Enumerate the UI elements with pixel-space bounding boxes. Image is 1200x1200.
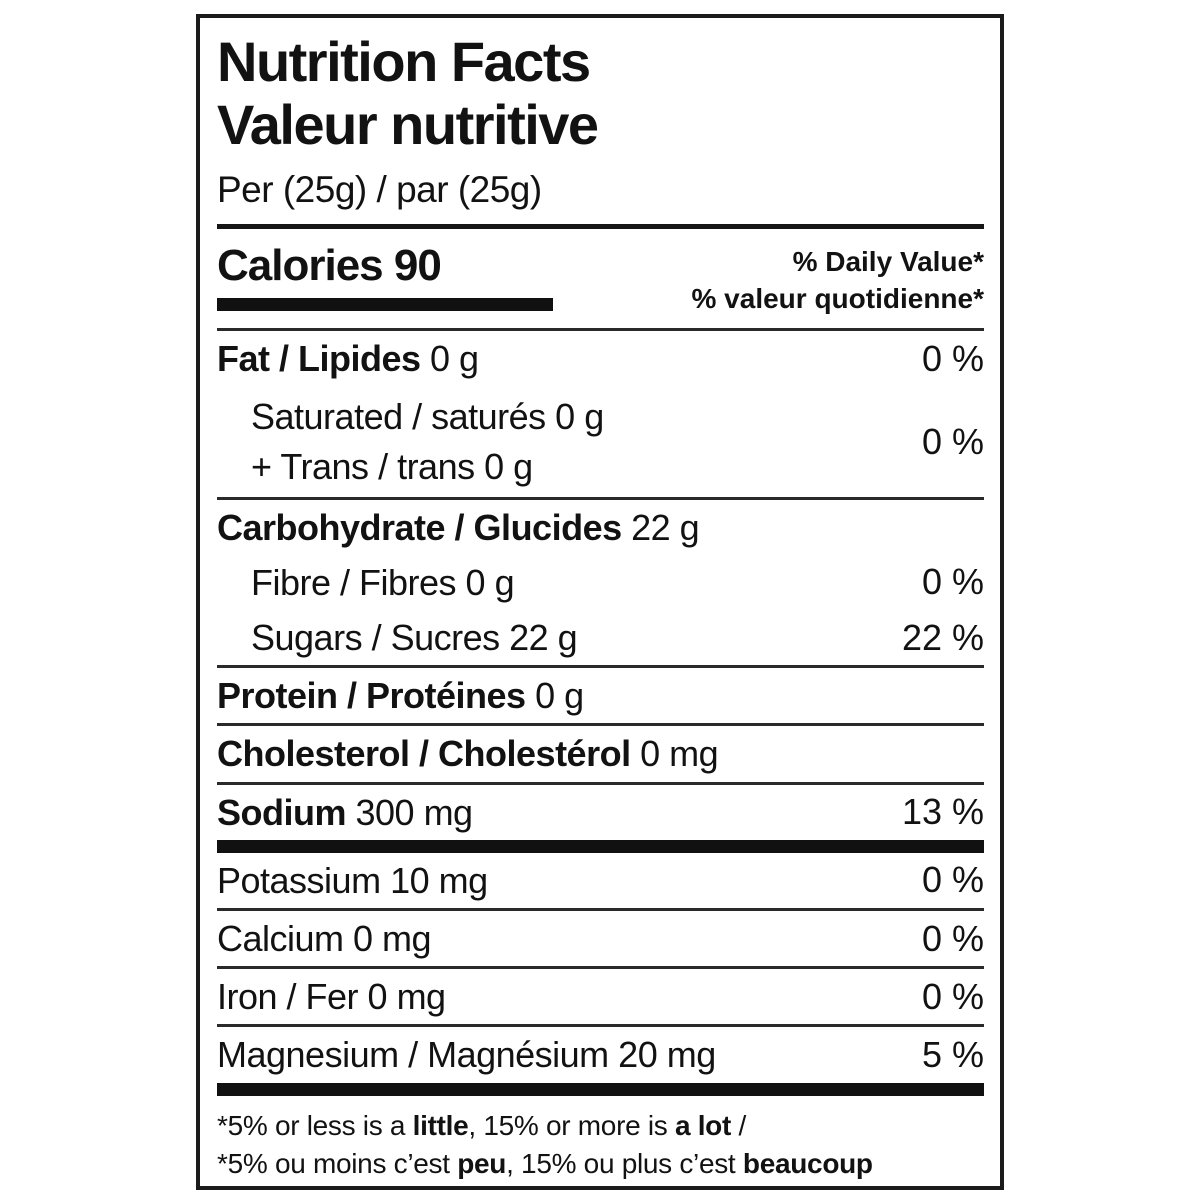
nutrient-dv-sodium: 13 %: [901, 791, 984, 833]
calories-label: Calories: [217, 240, 384, 290]
footnote-keyword: a lot: [674, 1109, 732, 1141]
nutrient-row-carbohydrate: Carbohydrate / Glucides 22 g: [217, 500, 984, 555]
nutrient-name-carbohydrate: Carbohydrate / Glucides 22 g: [217, 506, 700, 549]
nutrient-row-calcium: Calcium 0 mg 0 %: [217, 911, 984, 966]
nutrient-name-protein: Protein / Protéines 0 g: [217, 674, 584, 717]
nutrient-amount: 300 mg: [346, 791, 474, 833]
nutrient-name-magnesium: Magnesium / Magnésium 20 mg: [217, 1033, 716, 1076]
nutrient-row-fat: Fat / Lipides 0 g 0 %: [217, 331, 984, 386]
nutrient-name-calcium: Calcium 0 mg: [217, 917, 432, 960]
nutrient-amount: 0 mg: [630, 733, 719, 775]
footnote-keyword: beaucoup: [742, 1148, 873, 1180]
calories-underline-bar: [217, 297, 553, 311]
nutrient-name-bold: Fat / Lipides: [217, 338, 421, 380]
footnote-text: *5% or less is a: [217, 1109, 413, 1141]
divider: [217, 665, 984, 669]
nutrient-dv-iron: 0 %: [921, 975, 984, 1017]
daily-value-header-fr: % valeur quotidienne*: [691, 283, 985, 315]
nutrient-name-bold: Protein / Protéines: [217, 675, 526, 717]
nutrient-name-saturated-trans: Saturated / saturés 0 g + Trans / trans …: [217, 392, 604, 490]
nutrient-name-bold: Sodium: [217, 791, 347, 833]
nutrient-name-bold: Carbohydrate / Glucides: [217, 506, 622, 548]
footnote-keyword: little: [412, 1109, 469, 1141]
footnote-section: *5% or less is a little, 15% or more is …: [217, 1096, 984, 1184]
divider: [217, 781, 984, 785]
divider: [217, 1024, 984, 1028]
nutrient-name-bold: Cholesterol / Cholestérol: [217, 733, 631, 775]
nutrient-name-fibre: Fibre / Fibres 0 g: [217, 561, 515, 604]
divider-thick: [217, 839, 984, 853]
nutrient-amount: Magnesium / Magnésium 20 mg: [217, 1034, 716, 1076]
nutrient-row-fibre: Fibre / Fibres 0 g 0 %: [217, 555, 984, 610]
nutrient-name-sodium: Sodium 300 mg: [217, 791, 473, 834]
calories-section: Calories 90 % Daily Value* % valeur quot…: [217, 229, 984, 329]
footnote-en: *5% or less is a little, 15% or more is …: [217, 1107, 984, 1146]
calories-block: Calories 90: [217, 241, 553, 311]
nutrient-row-cholesterol: Cholesterol / Cholestérol 0 mg: [217, 726, 984, 781]
nutrient-row-iron: Iron / Fer 0 mg 0 %: [217, 969, 984, 1024]
nutrient-dv-saturated-trans: 0 %: [921, 420, 984, 462]
serving-size: Per (25g) / par (25g): [217, 168, 542, 210]
nutrient-row-sugars: Sugars / Sucres 22 g 22 %: [217, 610, 984, 665]
nutrient-name-iron: Iron / Fer 0 mg: [217, 975, 446, 1018]
nutrient-name-potassium: Potassium 10 mg: [217, 859, 488, 902]
nutrient-amount: Fibre / Fibres 0 g: [251, 561, 515, 603]
divider: [217, 328, 984, 332]
nutrient-row-saturated-trans: Saturated / saturés 0 g + Trans / trans …: [217, 386, 984, 496]
label-title-fr: Valeur nutritive: [217, 93, 599, 157]
daily-value-header-en: % Daily Value*: [792, 245, 984, 277]
nutrient-dv-fat: 0 %: [921, 337, 984, 379]
nutrient-amount: 22 g: [621, 506, 700, 548]
divider: [217, 496, 984, 500]
daily-value-header: % Daily Value* % valeur quotidienne*: [692, 241, 985, 319]
nutrient-amount: Potassium 10 mg: [217, 859, 488, 901]
label-title-en: Nutrition Facts: [217, 30, 591, 93]
divider: [217, 723, 984, 727]
nutrient-amount: 0 g: [420, 338, 479, 380]
nutrient-amount: Sugars / Sucres 22 g: [251, 617, 578, 659]
nutrient-dv-magnesium: 5 %: [921, 1033, 984, 1075]
nutrient-line-trans: + Trans / trans 0 g: [251, 445, 533, 487]
nutrient-amount: 0 g: [525, 675, 584, 717]
nutrient-row-potassium: Potassium 10 mg 0 %: [217, 853, 984, 908]
footnote-text: , 15% or more is: [468, 1109, 675, 1141]
footnote-keyword: peu: [457, 1148, 507, 1180]
footnote-text: , 15% ou plus c’est: [506, 1148, 743, 1180]
nutrient-amount: Iron / Fer 0 mg: [217, 976, 446, 1018]
nutrient-row-protein: Protein / Protéines 0 g: [217, 668, 984, 723]
divider-thick: [217, 1082, 984, 1096]
divider: [217, 966, 984, 970]
calories-row: Calories 90: [217, 241, 553, 291]
nutrient-name-sugars: Sugars / Sucres 22 g: [217, 616, 578, 659]
nutrient-dv-potassium: 0 %: [921, 859, 984, 901]
divider: [217, 908, 984, 911]
nutrient-line-saturated: Saturated / saturés 0 g: [251, 396, 604, 438]
divider-top: [217, 223, 984, 229]
nutrient-amount: Calcium 0 mg: [217, 918, 432, 959]
nutrient-row-sodium: Sodium 300 mg 13 %: [217, 785, 984, 840]
footnote-text: *5% ou moins c’est: [217, 1148, 458, 1180]
nutrient-dv-sugars: 22 %: [901, 616, 984, 658]
footnote-fr: *5% ou moins c’est peu, 15% ou plus c’es…: [217, 1145, 984, 1184]
nutrient-name-cholesterol: Cholesterol / Cholestérol 0 mg: [217, 732, 719, 775]
nutrient-dv-fibre: 0 %: [921, 561, 984, 603]
nutrition-facts-label: Nutrition Facts Valeur nutritive Per (25…: [196, 14, 1004, 1190]
footnote-text: /: [731, 1109, 746, 1141]
nutrient-dv-calcium: 0 %: [921, 917, 984, 959]
nutrient-row-magnesium: Magnesium / Magnésium 20 mg 5 %: [217, 1027, 984, 1082]
calories-value: 90: [393, 240, 442, 290]
nutrient-name-fat: Fat / Lipides 0 g: [217, 337, 479, 380]
